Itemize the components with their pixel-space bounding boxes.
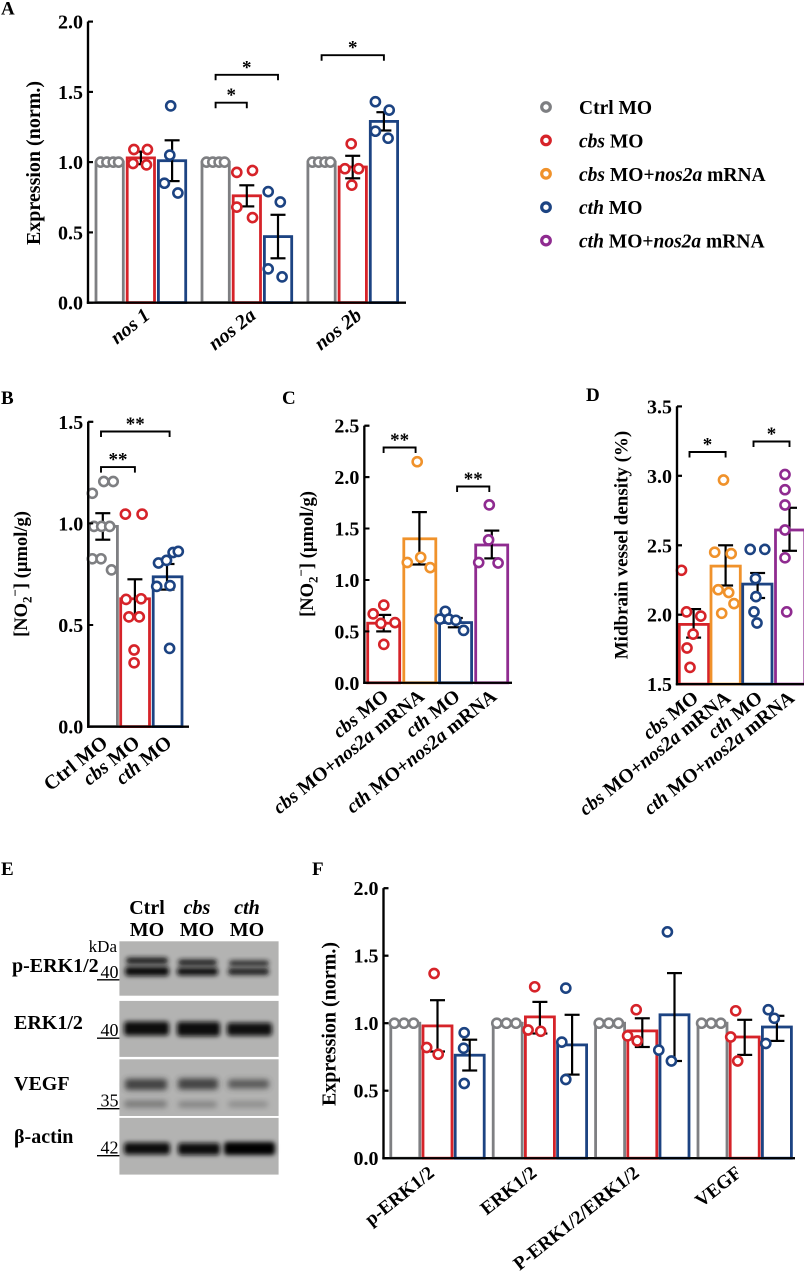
svg-text:0.5: 0.5 xyxy=(58,615,83,637)
svg-text:**: ** xyxy=(390,430,409,451)
svg-text:cbs MO+nos2a mRNA: cbs MO+nos2a mRNA xyxy=(579,165,766,186)
svg-text:A: A xyxy=(1,0,15,20)
svg-text:0.0: 0.0 xyxy=(58,293,83,315)
svg-text:Ctrl: Ctrl xyxy=(129,897,165,919)
svg-text:3.0: 3.0 xyxy=(647,466,672,488)
svg-text:MO: MO xyxy=(180,919,214,941)
svg-text:3.5: 3.5 xyxy=(647,396,672,418)
svg-text:2.0: 2.0 xyxy=(58,12,83,34)
svg-text:**: ** xyxy=(126,414,145,435)
svg-text:Midbrain vessel density (%): Midbrain vessel density (%) xyxy=(612,431,633,660)
svg-text:1.5: 1.5 xyxy=(58,82,83,104)
svg-text:B: B xyxy=(1,388,14,409)
svg-text:MO: MO xyxy=(230,919,264,941)
svg-text:1.0: 1.0 xyxy=(334,570,359,592)
svg-text:0.5: 0.5 xyxy=(354,1081,379,1103)
svg-text:*: * xyxy=(703,435,713,456)
svg-text:0.5: 0.5 xyxy=(334,621,359,643)
svg-text:0.0: 0.0 xyxy=(354,1148,379,1170)
svg-text:cth: cth xyxy=(234,897,260,919)
svg-text:1.5: 1.5 xyxy=(58,412,83,434)
svg-text:2.0: 2.0 xyxy=(354,878,379,900)
svg-text:**: ** xyxy=(464,469,483,490)
svg-text:ERK1/2: ERK1/2 xyxy=(14,1012,83,1034)
svg-text:**: ** xyxy=(109,450,128,471)
svg-text:0.0: 0.0 xyxy=(58,717,83,739)
svg-text:Ctrl MO: Ctrl MO xyxy=(579,98,652,119)
svg-text:2.5: 2.5 xyxy=(334,416,359,438)
svg-text:VEGF: VEGF xyxy=(14,1073,70,1095)
svg-text:Expression (norm.): Expression (norm.) xyxy=(23,81,45,245)
svg-text:kDa: kDa xyxy=(89,937,118,956)
svg-text:2.0: 2.0 xyxy=(334,467,359,489)
svg-text:*: * xyxy=(348,38,358,59)
svg-text:35: 35 xyxy=(101,1091,119,1111)
svg-text:D: D xyxy=(586,385,600,406)
svg-text:E: E xyxy=(1,859,14,880)
svg-text:1.5: 1.5 xyxy=(334,519,359,541)
svg-text:*: * xyxy=(242,57,252,78)
svg-text:cth MO+nos2a mRNA: cth MO+nos2a mRNA xyxy=(579,232,765,253)
svg-text:cth MO: cth MO xyxy=(579,198,642,219)
svg-text:β-actin: β-actin xyxy=(14,1126,73,1148)
svg-text:[NO2−] (µmol/g): [NO2−] (µmol/g) xyxy=(8,511,35,637)
svg-text:cbs: cbs xyxy=(184,897,211,919)
svg-text:2.5: 2.5 xyxy=(647,535,672,557)
svg-text:1.5: 1.5 xyxy=(647,674,672,696)
svg-text:1.0: 1.0 xyxy=(354,1013,379,1035)
svg-text:1.5: 1.5 xyxy=(354,946,379,968)
svg-text:*: * xyxy=(226,85,236,106)
svg-text:F: F xyxy=(312,859,324,880)
svg-text:0.5: 0.5 xyxy=(58,222,83,244)
svg-text:1.0: 1.0 xyxy=(58,152,83,174)
svg-text:1.0: 1.0 xyxy=(58,513,83,535)
svg-text:[NO2−] (µmol/g): [NO2−] (µmol/g) xyxy=(294,491,321,617)
svg-text:42: 42 xyxy=(101,1138,119,1158)
svg-text:*: * xyxy=(767,424,777,445)
svg-text:cbs MO: cbs MO xyxy=(579,131,643,152)
svg-text:C: C xyxy=(282,388,296,409)
svg-text:2.0: 2.0 xyxy=(647,605,672,627)
svg-text:40: 40 xyxy=(101,1020,119,1040)
svg-text:p-ERK1/2: p-ERK1/2 xyxy=(12,955,99,977)
svg-text:40: 40 xyxy=(101,962,119,982)
svg-text:0.0: 0.0 xyxy=(334,673,359,695)
svg-text:Expression (norm.): Expression (norm.) xyxy=(319,942,341,1106)
svg-text:MO: MO xyxy=(130,919,164,941)
